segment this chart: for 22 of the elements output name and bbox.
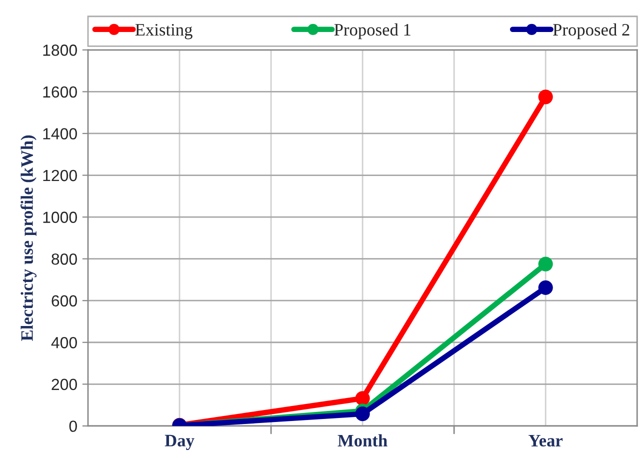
x-tick-label: Day [164, 434, 194, 450]
point [538, 280, 553, 295]
y-tick-label: 1400 [43, 128, 77, 140]
y-tick-label: 1200 [43, 170, 77, 182]
point [355, 406, 370, 422]
legend-label: Existing [135, 24, 192, 40]
point [538, 90, 553, 104]
y-tick-label: 400 [51, 337, 77, 348]
y-axis-title: Electricty use profile (kWh) [20, 135, 36, 341]
y-tick-label: 1800 [43, 44, 77, 56]
x-tick-label: Year [528, 434, 563, 446]
y-tick-label: 1600 [43, 86, 77, 98]
y-tick-label: 1000 [43, 212, 77, 223]
y-tick-label: 600 [52, 295, 77, 307]
point [538, 256, 553, 272]
y-tick-label: 0 [69, 420, 77, 432]
y-tick-label: 200 [52, 378, 77, 390]
x-tick-label: Month [338, 434, 388, 446]
legend-label: Proposed 2 [553, 23, 630, 40]
legend-label: Proposed 1 [334, 23, 410, 40]
point [355, 391, 370, 406]
y-tick-label: 800 [52, 253, 77, 265]
